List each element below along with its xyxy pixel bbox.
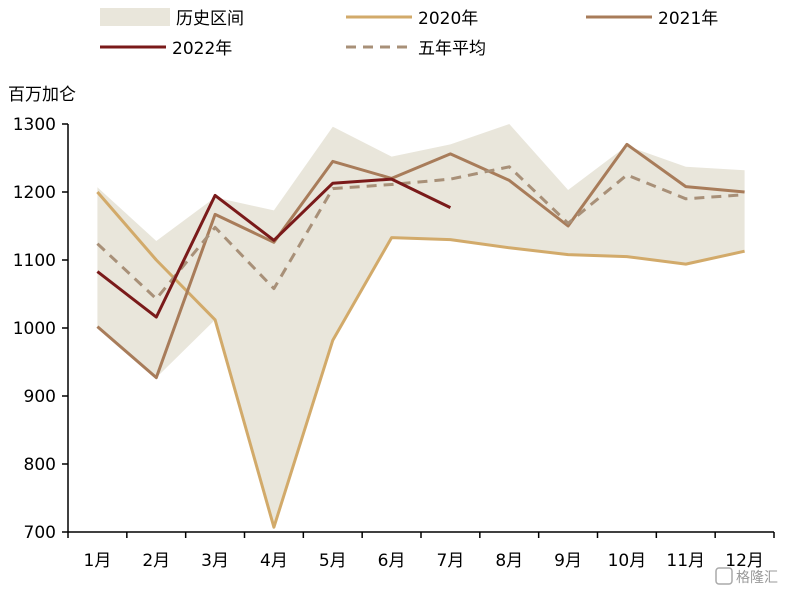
y-tick-label: 900 <box>24 387 56 407</box>
legend-label-2021: 2021年 <box>658 9 718 29</box>
y-tick-label: 1100 <box>13 251 56 271</box>
x-tick-label: 8月 <box>495 551 523 571</box>
watermark-text: 格隆汇 <box>736 570 778 586</box>
legend: 历史区间 2020年 2021年 2022年 五年平均 <box>100 8 718 59</box>
axes: 1300 1200 1100 1000 900 800 700 1月 2月 3月 4月 5月 6月 7月 8… <box>13 115 775 571</box>
x-tick-label: 5月 <box>319 551 347 571</box>
legend-label-2020: 2020年 <box>418 9 478 29</box>
legend-label-avg: 五年平均 <box>418 39 486 59</box>
legend-label-range: 历史区间 <box>176 9 244 29</box>
watermark-logo-icon <box>715 567 733 585</box>
series-line-0 <box>96 191 745 529</box>
series-line-2 <box>96 177 452 319</box>
legend-swatch-range <box>100 8 170 26</box>
x-tick-label: 1月 <box>84 551 112 571</box>
y-tick-label: 700 <box>24 523 56 543</box>
y-tick-label: 800 <box>24 455 56 475</box>
x-tick-label: 11月 <box>666 551 705 571</box>
y-axis-unit-label: 百万加仑 <box>8 85 76 105</box>
x-tick-label: 7月 <box>437 551 465 571</box>
y-tick-label: 1200 <box>13 183 56 203</box>
range-band-layer <box>97 124 745 528</box>
series-line-3 <box>96 165 745 301</box>
x-tick-label: 9月 <box>554 551 582 571</box>
series-layer <box>96 142 745 529</box>
x-tick-label: 2月 <box>142 551 170 571</box>
watermark: 格隆汇 <box>715 567 778 586</box>
x-tick-label: 6月 <box>378 551 406 571</box>
historical-range-band <box>97 124 745 528</box>
y-tick-label: 1000 <box>13 319 56 339</box>
x-tick-label: 3月 <box>201 551 229 571</box>
x-tick-label: 4月 <box>260 551 288 571</box>
y-tick-label: 1300 <box>13 115 56 135</box>
x-tick-label: 12月 <box>725 551 764 571</box>
x-tick-label: 10月 <box>608 551 647 571</box>
legend-label-2022: 2022年 <box>172 39 232 59</box>
